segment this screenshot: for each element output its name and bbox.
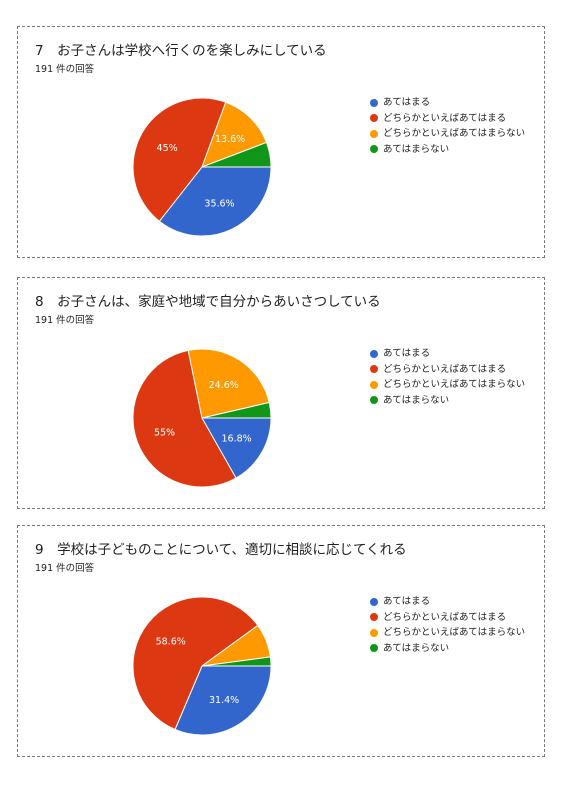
legend-item-atehamaru: あてはまる bbox=[370, 95, 525, 111]
legend-dot bbox=[370, 380, 378, 389]
legend-label: あてはまる bbox=[383, 596, 431, 607]
chart-panel-9: 9 学校は子どものことについて、適切に相談に応じてくれる 191 件の回答 31… bbox=[17, 525, 545, 757]
slice-value-label: 35.6% bbox=[204, 199, 234, 210]
legend: あてはまる どちらかといえばあてはまる どちらかといえばあてはまらない あてはま… bbox=[370, 95, 525, 157]
pie-slice-dochiraka-atehamaru bbox=[132, 596, 259, 731]
legend-item-dochiraka-atehamaranai: どちらかといえばあてはまらない bbox=[370, 625, 525, 641]
slice-value-label: 24.6% bbox=[209, 380, 239, 391]
legend-dot bbox=[370, 98, 378, 107]
slice-value-label: 16.8% bbox=[222, 434, 252, 445]
legend-item-atehamaranai: あてはまらない bbox=[370, 142, 525, 158]
chart-panel-7: 7 お子さんは学校へ行くのを楽しみにしている 191 件の回答 35.6% 45%… bbox=[17, 26, 545, 258]
legend-item-dochiraka-atehamaru: どちらかといえばあてはまる bbox=[370, 362, 525, 378]
legend-dot bbox=[370, 597, 378, 606]
legend-item-atehamaranai: あてはまらない bbox=[370, 641, 525, 657]
slice-value-label: 58.6% bbox=[156, 637, 186, 648]
pie-chart: 16.8% 55% 24.6% bbox=[132, 348, 272, 488]
pie-slice-dochiraka-atehamaranai bbox=[201, 101, 268, 168]
legend-label: どちらかといえばあてはまらない bbox=[383, 379, 526, 390]
chart-title: 9 学校は子どものことについて、適切に相談に応じてくれる bbox=[35, 542, 407, 558]
legend-item-dochiraka-atehamaru: どちらかといえばあてはまる bbox=[370, 111, 525, 127]
legend-dot bbox=[370, 365, 378, 373]
slice-value-label: 31.4% bbox=[209, 695, 239, 706]
legend: あてはまる どちらかといえばあてはまる どちらかといえばあてはまらない あてはま… bbox=[370, 346, 525, 408]
pie-slice-atehamaru bbox=[174, 665, 272, 736]
slice-value-label: 45% bbox=[157, 143, 178, 154]
pie-slice-dochiraka-atehamaru bbox=[132, 97, 227, 222]
legend-label: あてはまらない bbox=[383, 394, 450, 406]
legend-dot bbox=[370, 644, 378, 652]
legend-dot bbox=[370, 396, 378, 404]
response-count: 191 件の回答 bbox=[35, 64, 95, 75]
legend-label: どちらかといえばあてはまる bbox=[383, 611, 507, 623]
legend-item-dochiraka-atehamaranai: どちらかといえばあてはまらない bbox=[370, 377, 525, 393]
legend-item-atehamaranai: あてはまらない bbox=[370, 393, 525, 409]
legend-dot bbox=[370, 613, 378, 621]
legend-label: どちらかといえばあてはまらない bbox=[383, 627, 526, 638]
legend-item-atehamaru: あてはまる bbox=[370, 594, 525, 610]
legend-item-dochiraka-atehamaranai: どちらかといえばあてはまらない bbox=[370, 126, 525, 142]
legend-dot bbox=[370, 349, 378, 358]
legend-label: どちらかといえばあてはまる bbox=[383, 363, 507, 375]
legend-dot bbox=[370, 114, 378, 122]
legend-item-atehamaru: あてはまる bbox=[370, 346, 525, 362]
pie-slice-atehamaranai bbox=[201, 401, 272, 419]
legend-dot bbox=[370, 129, 378, 138]
response-count: 191 件の回答 bbox=[35, 563, 95, 574]
legend-label: どちらかといえばあてはまらない bbox=[383, 128, 526, 139]
chart-panel-8: 8 お子さんは、家庭や地域で自分からあいさつしている 191 件の回答 16.8… bbox=[17, 277, 545, 509]
chart-title: 7 お子さんは学校へ行くのを楽しみにしている bbox=[35, 43, 327, 59]
slice-value-label: 55% bbox=[154, 428, 175, 439]
legend-dot bbox=[370, 628, 378, 637]
legend-dot bbox=[370, 145, 378, 153]
pie-slice-atehamaranai bbox=[201, 141, 272, 168]
legend-label: あてはまらない bbox=[383, 642, 450, 654]
legend-label: あてはまらない bbox=[383, 143, 450, 155]
pie-slice-atehamaru bbox=[201, 417, 272, 479]
chart-title: 8 お子さんは、家庭や地域で自分からあいさつしている bbox=[35, 294, 381, 310]
legend-label: あてはまる bbox=[383, 348, 431, 359]
pie-slice-dochiraka-atehamaru bbox=[132, 349, 237, 488]
legend-item-dochiraka-atehamaru: どちらかといえばあてはまる bbox=[370, 610, 525, 626]
pie-chart: 31.4% 58.6% bbox=[132, 596, 272, 736]
legend: あてはまる どちらかといえばあてはまる どちらかといえばあてはまらない あてはま… bbox=[370, 594, 525, 656]
slice-value-label: 13.6% bbox=[215, 134, 245, 145]
pie-chart: 35.6% 45% 13.6% bbox=[132, 97, 272, 237]
legend-label: どちらかといえばあてはまる bbox=[383, 112, 507, 124]
pie-slice-atehamaru bbox=[158, 166, 272, 237]
pie-slice-atehamaranai bbox=[201, 656, 272, 667]
pie-slice-dochiraka-atehamaranai bbox=[187, 348, 270, 419]
response-count: 191 件の回答 bbox=[35, 315, 95, 326]
legend-label: あてはまる bbox=[383, 97, 431, 108]
